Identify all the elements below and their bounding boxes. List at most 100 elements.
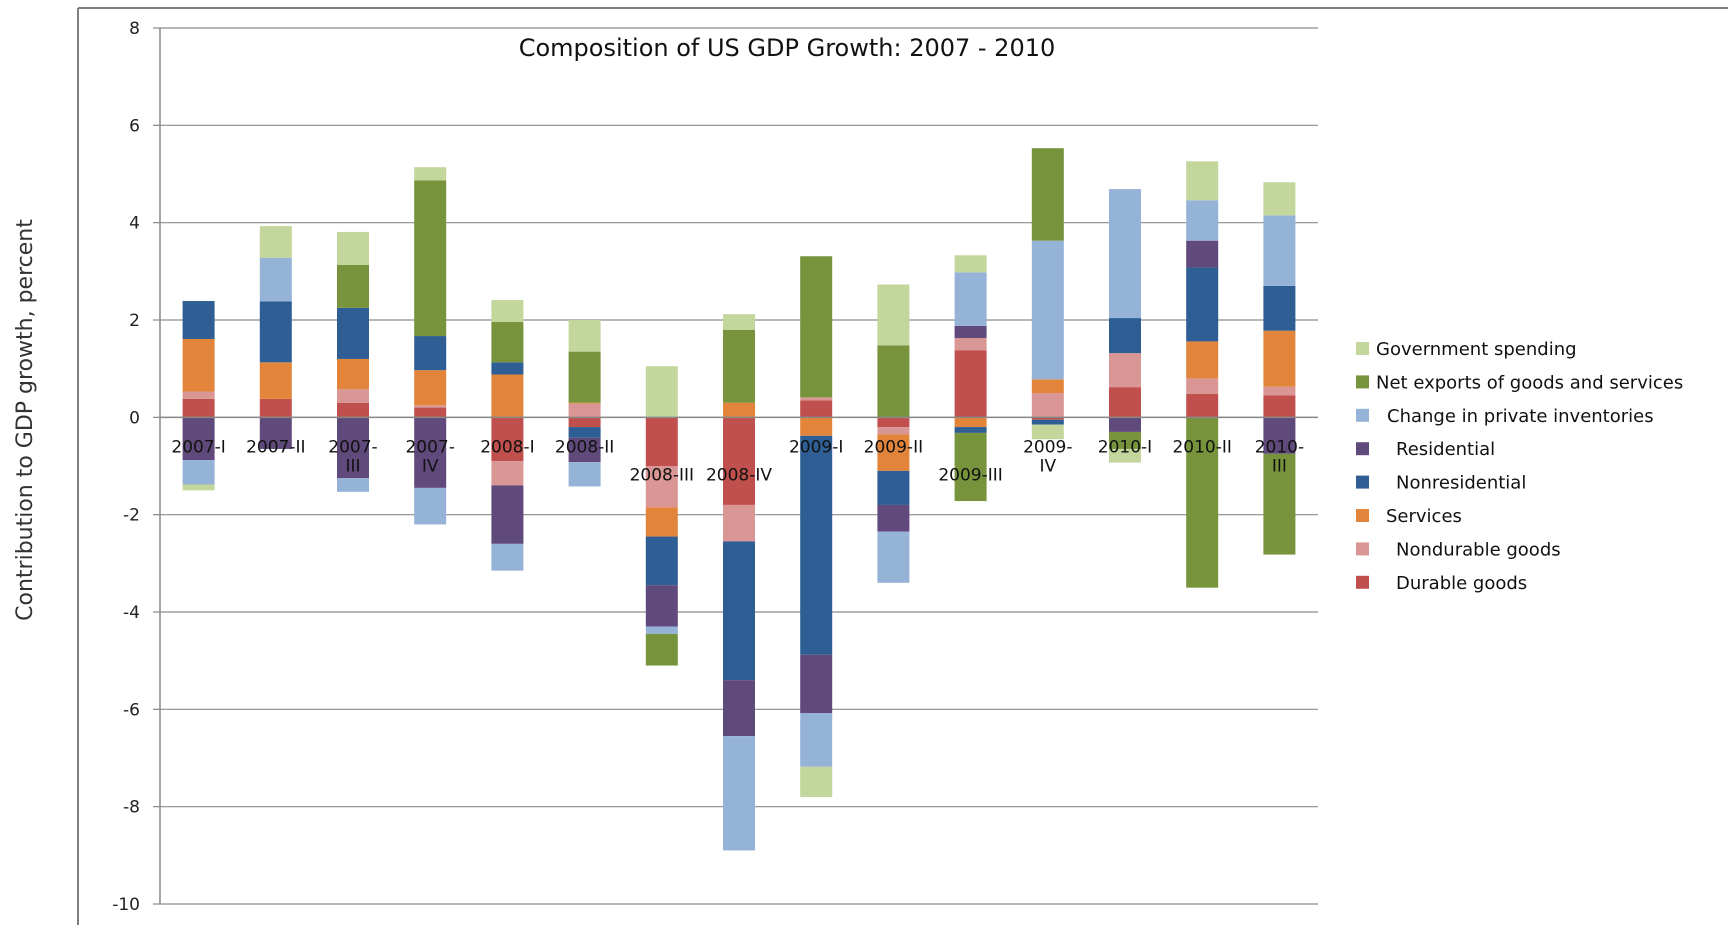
bar-segment: [568, 427, 601, 438]
legend-label: Change in private inventories: [1387, 406, 1654, 427]
bar-segment: [723, 402, 755, 418]
bar-segment: [1031, 393, 1064, 418]
legend-swatch: [1356, 375, 1369, 389]
bar-segment: [1031, 424, 1064, 440]
bar-segment: [1186, 378, 1219, 394]
bar-segment: [568, 462, 601, 487]
bar-segment: [259, 301, 292, 363]
legend-swatch: [1356, 342, 1369, 355]
bar-segment: [1186, 161, 1219, 201]
bar-segment: [800, 435, 833, 655]
x-tick-label: 2008-III: [630, 465, 694, 485]
bar-segment: [182, 460, 215, 485]
legend-swatch: [1356, 575, 1369, 589]
bar-segment: [337, 358, 369, 390]
y-tick-label: 6: [129, 116, 140, 136]
legend-swatch: [1356, 542, 1369, 556]
bar-segment: [723, 504, 755, 542]
bar-segment: [337, 265, 369, 308]
y-tick-label: -6: [123, 700, 140, 720]
x-tick-label: 2009-IV: [1023, 437, 1072, 476]
bar-segment: [337, 389, 369, 403]
x-tick-label: 2009-I: [789, 437, 843, 457]
x-tick-label: 2007-II: [246, 437, 305, 457]
bar-segment: [1186, 200, 1219, 241]
bar-segment: [414, 405, 447, 408]
y-tick-label: 2: [129, 311, 140, 331]
bar-segment: [1263, 417, 1296, 454]
y-axis-label: Contribution to GDP growth, percent: [13, 219, 38, 621]
y-tick-label: 4: [129, 214, 140, 234]
bar-segment: [182, 417, 215, 461]
bar-segment: [568, 437, 601, 463]
bar-segment: [337, 478, 369, 492]
bar-segment: [1031, 419, 1064, 425]
bar-segment: [491, 485, 524, 544]
bar-segment: [954, 338, 987, 351]
bar-segment: [1109, 318, 1141, 354]
bar-segment: [1109, 431, 1141, 449]
bar-segment: [877, 504, 910, 532]
bar-segment: [259, 257, 292, 302]
bar-segment: [182, 391, 215, 399]
bar-segment: [414, 417, 447, 488]
x-tick-label: 2010-II: [1172, 437, 1231, 457]
legend-label: Nondurable goods: [1396, 539, 1561, 560]
bar-segment: [877, 427, 910, 435]
bar-segment: [259, 226, 292, 258]
x-tick-label: 2007-I: [171, 437, 225, 457]
bar-segment: [259, 362, 292, 399]
x-tick-label: 2009-III: [938, 465, 1002, 485]
bar-segment: [723, 417, 755, 505]
bar-segment: [954, 427, 987, 433]
bar-segment: [800, 256, 833, 398]
y-tick-label: -4: [123, 603, 140, 623]
bar-segment: [1031, 379, 1064, 393]
x-tick-label: 2010-III: [1255, 437, 1304, 476]
bar-segment: [954, 325, 987, 339]
bar-segment: [954, 417, 987, 428]
bar-segment: [1263, 395, 1296, 418]
bar-segment: [954, 255, 987, 273]
bar-segment: [800, 766, 833, 797]
legend-label: Durable goods: [1396, 573, 1527, 594]
bar-segment: [800, 400, 833, 418]
bar-segment: [568, 417, 601, 428]
bar-segment: [954, 272, 987, 326]
bar-segment: [645, 536, 678, 586]
bar-segment: [1109, 387, 1141, 418]
bar-segment: [1263, 285, 1296, 331]
bar-segment: [877, 417, 910, 428]
bar-segment: [568, 403, 601, 418]
bar-segment: [568, 402, 601, 404]
bar-segment: [414, 407, 447, 418]
bar-segment: [1109, 353, 1141, 388]
bar-segment: [723, 680, 755, 737]
bar-segment: [491, 362, 524, 375]
bar-segment: [491, 543, 524, 571]
bar-segment: [1031, 148, 1064, 241]
y-tick-label: -8: [123, 798, 140, 818]
legend-label: Government spending: [1376, 339, 1577, 360]
bar-segment: [877, 284, 910, 346]
bar-segment: [1109, 189, 1141, 319]
bar-segment: [337, 307, 369, 359]
bar-segment: [414, 370, 447, 406]
y-tick-label: -2: [123, 506, 140, 526]
bar-segment: [491, 374, 524, 418]
legend-swatch: [1356, 408, 1369, 422]
bar-segment: [1186, 417, 1219, 588]
bar-segment: [182, 338, 215, 392]
bar-segment: [337, 417, 369, 479]
bar-segment: [259, 417, 292, 449]
y-tick-label: 8: [129, 19, 140, 39]
bar-segment: [1263, 182, 1296, 216]
bar-segment: [182, 484, 215, 491]
bar-segment: [1031, 417, 1064, 420]
bar-segment: [414, 180, 447, 337]
bar-segment: [645, 366, 678, 418]
bar-segment: [1186, 240, 1219, 268]
x-tick-label: 2009-II: [864, 437, 923, 457]
bar-segment: [1186, 267, 1219, 342]
